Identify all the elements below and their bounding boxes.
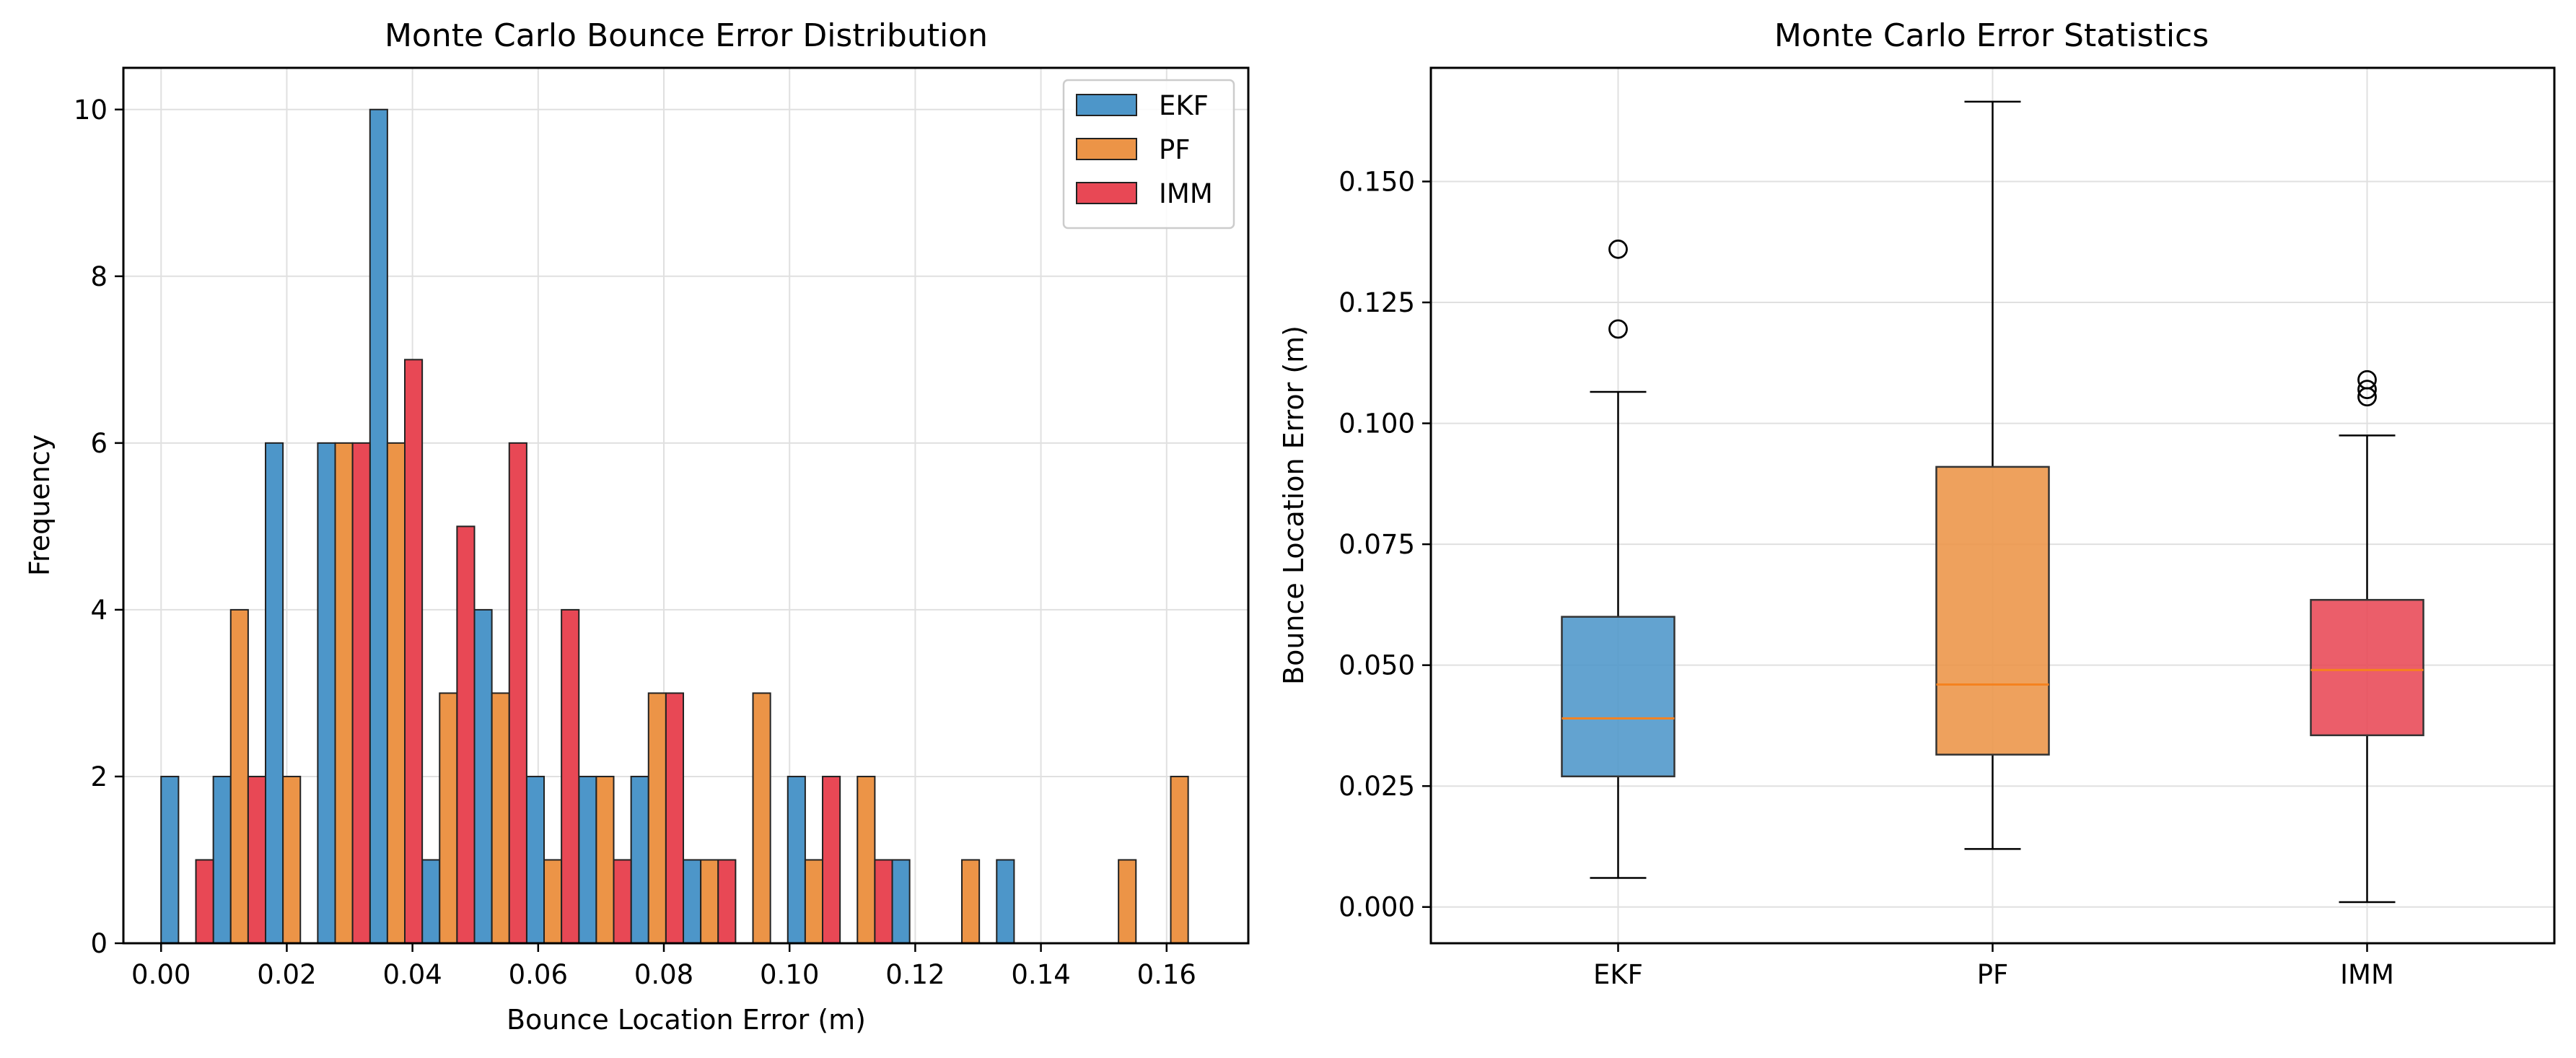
histogram-y-axis-label: Frequency bbox=[24, 434, 56, 576]
imm-outlier-point bbox=[2357, 380, 2377, 400]
boxplot-panel: Monte Carlo Error Statistics EKF PF IMM 0.… bbox=[1278, 17, 2556, 990]
x-tick-label: 0.06 bbox=[509, 959, 568, 990]
histogram-bar-ekf bbox=[473, 608, 493, 945]
histogram-bar-pf bbox=[491, 692, 510, 945]
y-tick-label: 0.125 bbox=[1339, 287, 1415, 318]
histogram-bar-imm bbox=[561, 608, 580, 945]
histogram-bar-ekf bbox=[996, 859, 1015, 945]
histogram-grid bbox=[123, 68, 1248, 944]
histogram-bar-pf bbox=[439, 692, 458, 945]
histogram-bar-ekf bbox=[160, 775, 180, 945]
histogram-bar-pf bbox=[1170, 775, 1189, 945]
legend-swatch-ekf bbox=[1076, 94, 1137, 116]
y-tick-label: 0.150 bbox=[1339, 166, 1415, 197]
x-tick-label: 0.12 bbox=[885, 959, 945, 990]
histogram-bar-pf bbox=[700, 859, 719, 945]
histogram-y-ticks: 0 2 4 6 8 10 bbox=[74, 95, 123, 959]
histogram-bar-pf bbox=[647, 692, 667, 945]
histogram-bar-imm bbox=[717, 859, 737, 945]
histogram-bar-ekf bbox=[525, 775, 546, 945]
x-tick-label: 0.00 bbox=[131, 959, 190, 990]
x-tick-label: EKF bbox=[1593, 959, 1643, 990]
y-tick-label: 8 bbox=[90, 261, 108, 292]
histogram-bar-imm bbox=[351, 442, 371, 944]
legend-swatch-pf bbox=[1076, 138, 1137, 160]
histogram-legend: EKF PF IMM bbox=[1062, 79, 1235, 229]
histogram-bar-imm bbox=[613, 859, 632, 945]
y-tick-label: 0.050 bbox=[1339, 650, 1415, 681]
histogram-bar-pf bbox=[961, 859, 981, 945]
histogram-x-axis-label: Bounce Location Error (m) bbox=[507, 1004, 866, 1036]
boxplot-y-ticks: 0.000 0.025 0.050 0.075 0.100 0.125 0.150 bbox=[1339, 166, 1431, 923]
histogram-bar-ekf bbox=[212, 775, 232, 945]
histogram-bar-imm bbox=[247, 775, 267, 945]
y-tick-label: 0.075 bbox=[1339, 529, 1415, 560]
histogram-bar-pf bbox=[334, 442, 354, 944]
histogram-bar-imm bbox=[508, 442, 527, 944]
y-tick-label: 2 bbox=[90, 761, 108, 792]
histogram-bar-pf bbox=[282, 775, 302, 945]
x-tick-label: 0.04 bbox=[382, 959, 442, 990]
x-tick-label: 0.16 bbox=[1137, 959, 1196, 990]
x-tick-label: 0.10 bbox=[760, 959, 819, 990]
histogram-bar-pf bbox=[386, 442, 406, 944]
boxplot-x-ticks: EKF PF IMM bbox=[1593, 943, 2394, 990]
ekf-outlier-point bbox=[1608, 319, 1628, 339]
histogram-bar-imm bbox=[456, 525, 476, 944]
histogram-bar-pf bbox=[543, 859, 563, 945]
histogram-bar-imm bbox=[195, 859, 214, 945]
histogram-bar-ekf bbox=[369, 108, 388, 944]
y-tick-label: 10 bbox=[74, 95, 108, 126]
histogram-panel: Monte Carlo Bounce Error Distribution 0.… bbox=[24, 17, 1250, 1036]
y-tick-label: 0.025 bbox=[1339, 771, 1415, 802]
histogram-bar-ekf bbox=[787, 775, 806, 945]
y-tick-label: 0.000 bbox=[1339, 892, 1415, 923]
y-tick-label: 0 bbox=[90, 928, 108, 959]
histogram-title: Monte Carlo Bounce Error Distribution bbox=[385, 17, 988, 54]
x-tick-label: 0.14 bbox=[1011, 959, 1070, 990]
histogram-x-ticks: 0.00 0.02 0.04 0.06 0.08 0.10 0.12 0.14 0.16 bbox=[131, 943, 1196, 990]
histogram-bar-ekf bbox=[421, 859, 441, 945]
histogram-bar-ekf bbox=[317, 442, 336, 944]
x-tick-label: 0.08 bbox=[634, 959, 693, 990]
histogram-bar-pf bbox=[752, 692, 771, 945]
ekf-outlier-point bbox=[1608, 239, 1628, 259]
histogram-bar-pf bbox=[229, 608, 249, 945]
histogram-plot-frame bbox=[122, 66, 1250, 945]
x-tick-label: IMM bbox=[2340, 959, 2394, 990]
histogram-bar-ekf bbox=[683, 859, 702, 945]
histogram-bar-ekf bbox=[630, 775, 649, 945]
x-tick-label: 0.02 bbox=[257, 959, 316, 990]
histogram-bar-pf bbox=[857, 775, 876, 945]
histogram-bar-pf bbox=[595, 775, 615, 945]
legend-label-ekf: EKF bbox=[1159, 90, 1209, 121]
histogram-bar-ekf bbox=[265, 442, 284, 944]
pf-box bbox=[1935, 465, 2050, 756]
histogram-bar-ekf bbox=[578, 775, 597, 945]
histogram-bars bbox=[160, 108, 1189, 945]
histogram-bar-imm bbox=[665, 692, 685, 945]
histogram-bar-pf bbox=[804, 859, 824, 945]
y-tick-label: 6 bbox=[90, 428, 108, 459]
histogram-bar-ekf bbox=[891, 859, 911, 945]
histogram-bar-imm bbox=[404, 359, 424, 945]
x-tick-label: PF bbox=[1977, 959, 2009, 990]
y-tick-label: 4 bbox=[90, 595, 108, 626]
legend-swatch-imm bbox=[1076, 182, 1137, 204]
imm-box bbox=[2310, 598, 2424, 737]
boxplot-title: Monte Carlo Error Statistics bbox=[1774, 17, 2209, 54]
histogram-bar-pf bbox=[1118, 859, 1137, 945]
legend-label-imm: IMM bbox=[1159, 178, 1213, 209]
y-tick-label: 0.100 bbox=[1339, 408, 1415, 440]
imm-outlier-point bbox=[2357, 370, 2377, 390]
boxplot-boxes bbox=[1561, 100, 2424, 904]
legend-label-pf: PF bbox=[1159, 134, 1191, 165]
histogram-bar-imm bbox=[822, 775, 841, 945]
ekf-box bbox=[1561, 616, 1675, 778]
boxplot-y-axis-label: Bounce Location Error (m) bbox=[1278, 325, 1310, 685]
histogram-bar-imm bbox=[874, 859, 893, 945]
